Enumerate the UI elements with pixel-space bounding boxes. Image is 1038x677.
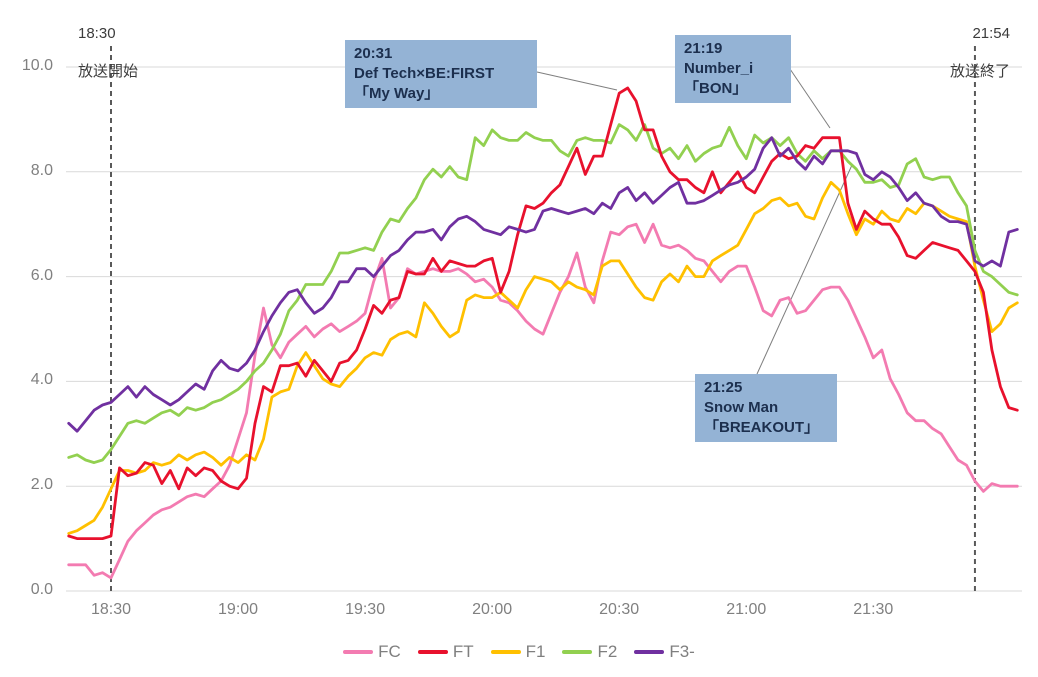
legend-item-fc: FC (343, 642, 401, 662)
y-tick-label: 2.0 (30, 476, 53, 494)
legend-line-icon (417, 650, 448, 654)
legend-label: FT (452, 642, 474, 661)
legend-line-icon (634, 650, 665, 654)
y-tick-label: 10.0 (21, 57, 53, 74)
series-line-ft (67, 86, 1019, 540)
annotation-song: 「My Way」 (354, 85, 440, 102)
annotation-time: 20:31 (354, 45, 393, 62)
y-tick-label: 8.0 (30, 161, 53, 179)
legend-label: F3- (669, 642, 695, 661)
x-tick-label: 19:30 (345, 601, 386, 618)
annotation-connector (756, 164, 853, 375)
legend-line-icon (490, 650, 521, 654)
annotation-time: 21:25 (704, 379, 743, 396)
x-tick-label: 21:00 (726, 601, 767, 618)
legend-item-f1: F1 (490, 642, 546, 662)
annotation-connector (536, 71, 618, 91)
annotation-artist: Def Tech×BE:FIRST (354, 65, 495, 82)
annotation-artist: Snow Man (704, 399, 779, 416)
legend-line-icon (562, 650, 593, 654)
legend-item-f2: F2 (562, 642, 617, 662)
x-tick-label: 21:30 (853, 601, 894, 618)
annotation-time: 21:19 (684, 40, 723, 57)
legend-line-icon (343, 650, 374, 654)
annotation-song: 「BON」 (684, 80, 748, 97)
broadcast-start-note: 18:30 放送開始 (78, 5, 138, 100)
legend-label: FC (378, 642, 401, 661)
x-tick-label: 19:00 (218, 601, 259, 618)
legend-item-f3: F3- (634, 642, 695, 662)
annotation-my-way: 20:31 Def Tech×BE:FIRST 「My Way」 (345, 40, 537, 108)
annotation-song: 「BREAKOUT」 (704, 419, 819, 436)
broadcast-end-note: 21:54 放送終了 (916, 5, 1010, 100)
y-tick-label: 0.0 (30, 581, 53, 598)
broadcast-end-time: 21:54 (972, 25, 1010, 42)
legend-item-ft: FT (417, 642, 474, 662)
broadcast-end-label: 放送終了 (949, 63, 1010, 80)
x-tick-label: 20:30 (599, 601, 640, 618)
annotation-breakout: 21:25 Snow Man 「BREAKOUT」 (695, 374, 837, 442)
y-tick-label: 6.0 (30, 266, 53, 284)
series-line-f2 (67, 123, 1019, 465)
annotation-connector (787, 65, 831, 129)
legend-label: F1 (525, 642, 546, 661)
series-line-f3 (67, 136, 1019, 433)
legend-label: F2 (597, 642, 618, 661)
y-tick-label: 4.0 (30, 371, 53, 389)
x-tick-label: 18:30 (90, 601, 132, 618)
chart-legend: FC FT F1 F2 F3- (0, 642, 1038, 662)
x-tick-label: 20:00 (472, 601, 513, 618)
series-line-fc (67, 222, 1019, 580)
annotation-artist: Number_i (684, 60, 754, 77)
broadcast-start-time: 18:30 (78, 25, 116, 42)
broadcast-start-label: 放送開始 (78, 63, 139, 80)
series-line-f1 (67, 180, 1019, 535)
annotation-bon: 21:19 Number_i 「BON」 (675, 35, 791, 103)
